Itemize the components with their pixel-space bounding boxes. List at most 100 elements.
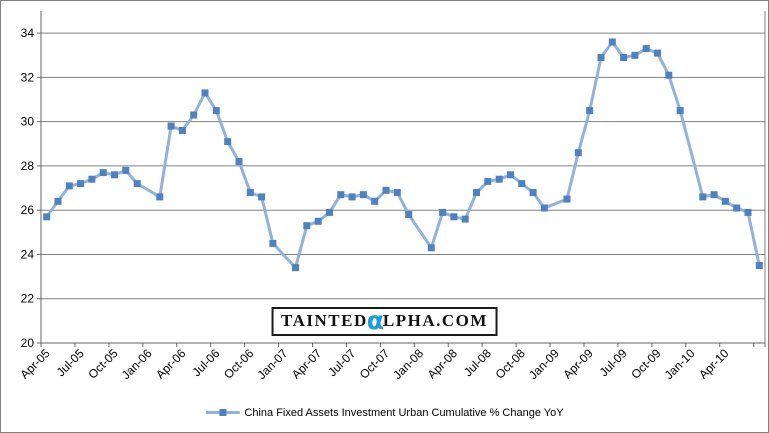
x-tick-label-Apr-08: Apr-08	[425, 346, 461, 382]
data-point-May-06	[190, 111, 198, 119]
data-point-Feb-10	[699, 193, 707, 201]
x-tick-label-Jul-07: Jul-07	[325, 346, 358, 379]
legend-label: China Fixed Assets Investment Urban Cumu…	[244, 407, 564, 419]
data-point-Jul-06	[212, 107, 220, 115]
data-point-Aug-05	[88, 175, 96, 183]
data-point-Jun-09	[608, 38, 616, 46]
data-point-Mar-09	[574, 149, 582, 157]
data-point-May-09	[597, 54, 605, 61]
data-point-Feb-07	[292, 264, 299, 272]
watermark-text-pre: TAINTED	[281, 311, 368, 330]
data-point-Feb-08	[427, 244, 435, 252]
data-point-Jun-08	[473, 189, 480, 196]
data-point-Aug-07	[359, 191, 367, 199]
x-tick-label-Apr-09: Apr-09	[560, 346, 596, 382]
y-tick-label-24: 24	[21, 247, 35, 261]
data-point-Jul-07	[348, 193, 356, 201]
x-tick-label-Apr-05: Apr-05	[17, 346, 53, 382]
x-tick-label-Jan-09: Jan-09	[526, 346, 562, 382]
data-point-Apr-08	[450, 213, 458, 221]
legend-line-marker-sample	[205, 409, 240, 416]
series-line	[45, 40, 761, 270]
data-point-Feb-09	[563, 195, 571, 203]
data-point-Aug-06	[224, 138, 232, 146]
data-point-Apr-05	[43, 213, 51, 221]
data-point-Oct-05	[111, 171, 118, 179]
y-tick-label-32: 32	[21, 70, 35, 84]
data-point-Jun-10	[744, 208, 752, 216]
data-point-Jul-09	[620, 54, 628, 61]
data-point-Mar-07	[303, 222, 311, 230]
data-point-Sep-05	[99, 169, 107, 177]
data-point-Apr-07	[314, 217, 322, 225]
data-point-May-10	[733, 204, 741, 212]
data-point-Nov-05	[122, 166, 130, 174]
data-point-Nov-07	[393, 189, 401, 196]
y-tick-label-34: 34	[21, 26, 35, 40]
x-tick-label-Apr-07: Apr-07	[289, 346, 325, 382]
y-tick-label-26: 26	[21, 203, 35, 217]
y-tick-label-28: 28	[21, 159, 35, 173]
data-point-Sep-06	[235, 158, 243, 165]
taintedalpha-watermark: TAINTEDαLPHA.COM	[271, 307, 498, 336]
y-tick-label-30: 30	[21, 115, 35, 129]
data-point-Jun-07	[337, 191, 345, 199]
data-point-Nov-08	[529, 189, 537, 196]
data-point-Dec-06	[269, 239, 277, 247]
data-point-Sep-09	[642, 45, 650, 53]
x-tick-label-Jan-07: Jan-07	[254, 346, 290, 382]
data-point-Oct-07	[382, 186, 390, 194]
watermark-text-post: LPHA.COM	[382, 311, 488, 330]
data-point-Nov-06	[258, 193, 266, 201]
axes	[37, 11, 766, 347]
x-tick-label-Oct-09: Oct-09	[628, 346, 664, 382]
data-point-Feb-06	[156, 193, 164, 201]
data-point-Apr-06	[178, 127, 186, 134]
series-markers	[43, 38, 763, 272]
legend-sample-marker	[218, 409, 226, 416]
x-tick-label-Apr-06: Apr-06	[153, 346, 189, 382]
data-point-Dec-05	[133, 180, 141, 188]
data-point-Mar-08	[439, 208, 447, 216]
x-tick-label-Oct-07: Oct-07	[357, 346, 393, 382]
x-tick-label-Oct-06: Oct-06	[221, 346, 257, 382]
series-path	[45, 40, 761, 270]
x-tick-label-Jan-08: Jan-08	[390, 346, 426, 382]
y-tick-label-20: 20	[21, 336, 35, 350]
x-tick-label-Apr-10: Apr-10	[696, 346, 732, 382]
data-point-Jul-10	[755, 262, 763, 269]
data-point-Jun-06	[201, 89, 209, 97]
alpha-glyph: α	[366, 306, 384, 335]
legend: China Fixed Assets Investment Urban Cumu…	[205, 405, 564, 421]
x-tick-label-Jan-06: Jan-06	[119, 346, 155, 382]
data-point-Dec-07	[405, 211, 413, 219]
data-point-Aug-09	[631, 51, 639, 59]
data-point-Oct-08	[518, 180, 526, 188]
data-point-Sep-07	[371, 197, 379, 205]
x-tick-label-Jul-05: Jul-05	[54, 346, 87, 379]
x-tick-label-Oct-05: Oct-05	[85, 346, 121, 382]
y-gridlines	[41, 32, 765, 300]
x-tick-label-Jan-10: Jan-10	[662, 346, 698, 382]
data-point-Jul-05	[77, 180, 85, 188]
data-point-Dec-09	[676, 107, 684, 115]
x-tick-label-Jul-06: Jul-06	[189, 346, 222, 379]
data-point-Sep-08	[507, 171, 514, 179]
data-point-Mar-06	[167, 122, 175, 130]
data-point-May-07	[326, 208, 333, 216]
data-point-Nov-09	[665, 71, 673, 79]
data-point-Oct-09	[654, 49, 661, 57]
x-tick-label-Jul-08: Jul-08	[461, 346, 494, 379]
data-point-Apr-09	[586, 107, 594, 115]
y-axis-labels: 20 22 24 26 28 30 32 34	[21, 26, 35, 350]
x-tick-label-Oct-08: Oct-08	[493, 346, 529, 382]
y-tick-label-22: 22	[21, 292, 35, 306]
data-point-Oct-06	[246, 189, 254, 196]
data-point-Mar-10	[710, 191, 718, 199]
data-point-Apr-10	[721, 197, 729, 205]
data-point-Jul-08	[484, 177, 492, 185]
data-point-May-08	[461, 215, 469, 223]
